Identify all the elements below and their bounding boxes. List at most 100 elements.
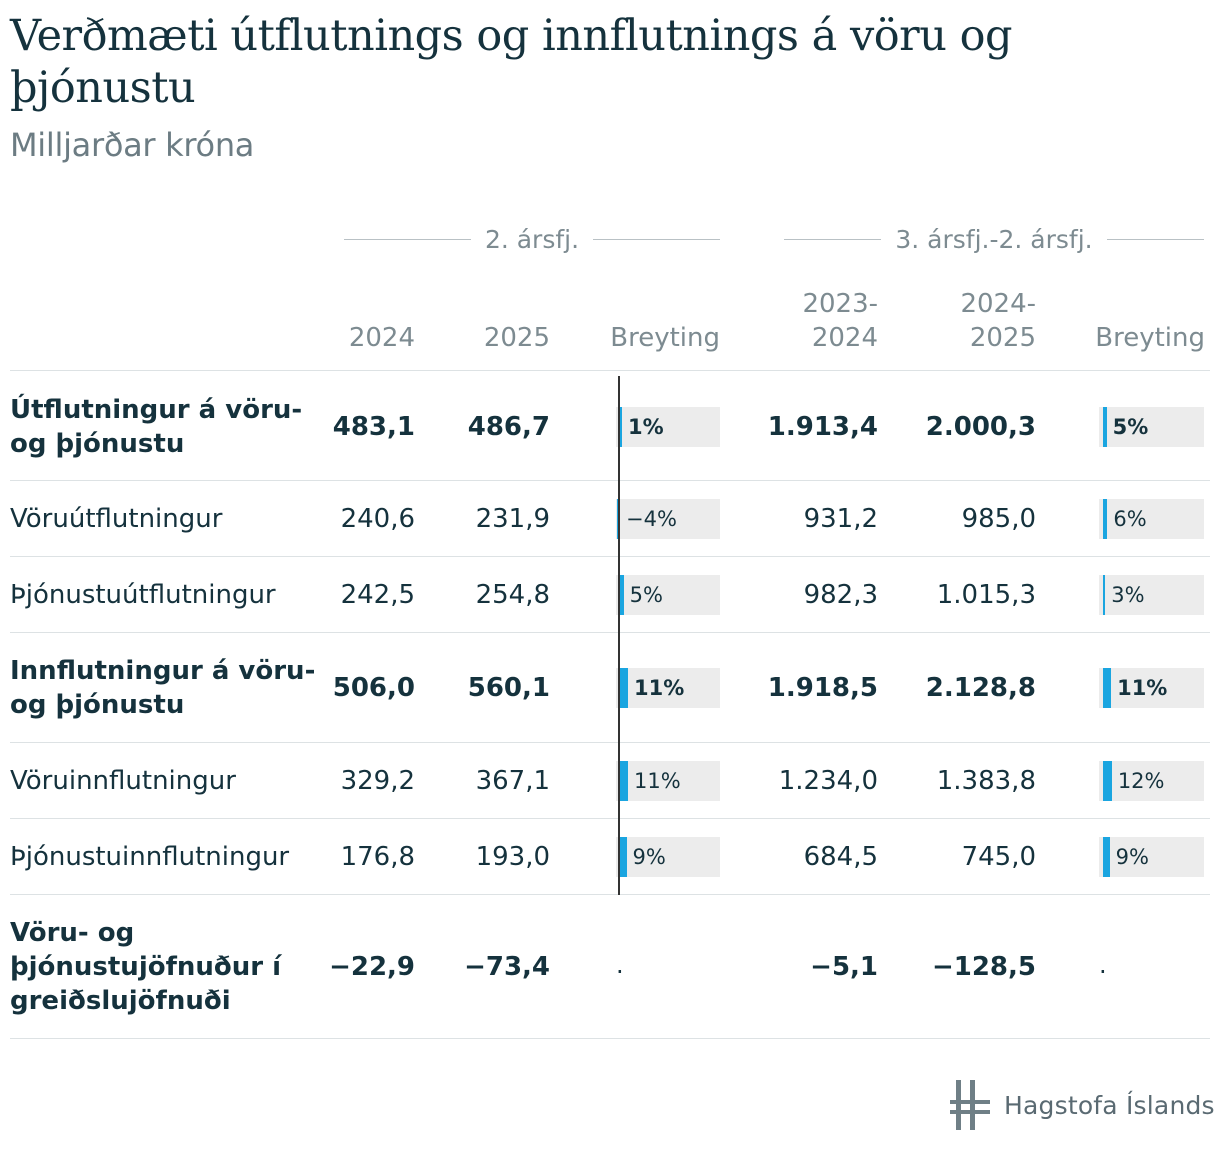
change-rolling-bar-fill [1103, 761, 1112, 801]
row-divider [10, 556, 1210, 557]
value-2025: 231,9 [475, 504, 550, 534]
change-q2-bar: −4% [616, 499, 720, 539]
row-label: Þjónustuinnflutningur [10, 840, 289, 874]
change-q2-bar-fill [620, 668, 628, 708]
no-change-dot: . [1099, 951, 1107, 979]
group-label-rolling: 3. ársfj.-2. ársfj. [895, 224, 1093, 254]
chart-subtitle: Milljarðar króna [10, 126, 255, 164]
row-label-line: Vöru- og [10, 918, 135, 948]
change-q2-label: 5% [629, 583, 663, 607]
row-label-line: Útflutningur á vöru- [10, 394, 303, 425]
value-2023-2024: 684,5 [803, 842, 878, 872]
value-2024-2025: 1.383,8 [936, 766, 1036, 796]
group-divider-line [344, 238, 471, 240]
value-2024: 506,0 [332, 673, 415, 703]
change-q2-bar-fill [620, 575, 624, 615]
row-label-line: Þjónustuútflutningur [10, 580, 276, 610]
col-header-change-rolling: Breyting [1095, 323, 1205, 353]
group-header-q2: 2. ársfj. [344, 222, 720, 256]
row-label-line: greiðslujöfnuði [10, 986, 231, 1016]
row-label-line: og þjónustu [10, 428, 185, 459]
hagstofa-logo-icon [950, 1080, 990, 1130]
row-divider [10, 818, 1210, 819]
change-rolling-label: 6% [1113, 507, 1147, 531]
col-header-2024: 2024 [348, 323, 415, 353]
change-q2-bar: 11% [616, 761, 720, 801]
change-rolling-label: 5% [1112, 414, 1149, 439]
change-q2-bar: 11% [616, 668, 720, 708]
value-2024-2025: 1.015,3 [936, 580, 1036, 610]
change-q2-bar: 5% [616, 575, 720, 615]
zero-axis-q2 [618, 376, 620, 895]
change-q2-bar-fill [620, 406, 622, 447]
row-label: Innflutningur á vöru-og þjónustu [10, 654, 315, 722]
change-rolling-label: 12% [1117, 769, 1165, 793]
row-divider [10, 742, 1210, 743]
value-2025: 560,1 [467, 673, 550, 703]
row-label: Vöru- og þjónustujöfnuður í greiðslujöfnuð… [10, 916, 281, 1018]
value-2024-2025: 745,0 [961, 842, 1036, 872]
value-2025: −73,4 [464, 952, 550, 982]
change-rolling-bar: 6% [1099, 499, 1204, 539]
row-divider [10, 1038, 1210, 1039]
value-2024-2025: 985,0 [961, 504, 1036, 534]
change-rolling-bar: 5% [1099, 406, 1204, 447]
value-2023-2024: 931,2 [803, 504, 878, 534]
value-2025: 486,7 [467, 411, 550, 442]
change-rolling-bar-fill [1103, 575, 1106, 615]
row-label-line: þjónustujöfnuður í [10, 952, 282, 982]
row-label-line: Þjónustuinnflutningur [10, 842, 290, 872]
change-q2-bar-fill [620, 761, 628, 801]
row-divider [10, 894, 1210, 895]
row-divider [10, 632, 1210, 633]
change-rolling-bar: 9% [1099, 837, 1204, 877]
value-2023-2024: 1.234,0 [778, 766, 878, 796]
value-2024: −22,9 [329, 952, 415, 982]
value-2023-2024: 982,3 [803, 580, 878, 610]
value-2025: 254,8 [475, 580, 550, 610]
change-rolling-bar: 11% [1099, 668, 1204, 708]
change-rolling-bar-fill [1103, 837, 1110, 877]
change-rolling-bar-fill [1103, 668, 1112, 708]
no-change-dot: . [616, 951, 624, 979]
value-2025: 193,0 [475, 842, 550, 872]
col-header-line: 2023- [802, 289, 878, 319]
col-header-line: 2025 [969, 323, 1036, 353]
chart-title: Verðmæti útflutnings og innflutnings á v… [10, 11, 1013, 113]
hagstofa-logo: Hagstofa Íslands [950, 1078, 1215, 1132]
change-q2-label: 11% [634, 769, 681, 793]
change-q2-label: 9% [632, 845, 666, 869]
col-header-2024-2025: 2024- 2025 [900, 287, 1036, 355]
group-divider-line [784, 238, 882, 240]
value-2024: 242,5 [340, 580, 415, 610]
row-label: Þjónustuútflutningur [10, 578, 276, 612]
row-label-line: Vöruinnflutningur [10, 766, 236, 796]
row-divider [10, 370, 1210, 371]
change-q2-label: 11% [634, 676, 685, 700]
change-q2-bar: 9% [616, 837, 720, 877]
change-q2-bar-fill [620, 837, 627, 877]
row-label-line: Vöruútflutningur [10, 504, 223, 534]
change-rolling-bar-fill [1103, 499, 1108, 539]
col-header-2023-2024: 2023- 2024 [740, 287, 878, 355]
value-2024: 483,1 [332, 411, 415, 442]
change-rolling-bar: 3% [1099, 575, 1204, 615]
group-divider-line [1106, 238, 1205, 240]
col-header-line: 2024 [811, 323, 878, 353]
change-rolling-label: 3% [1111, 583, 1145, 607]
group-divider-line [593, 238, 720, 240]
value-2023-2024: 1.918,5 [767, 673, 878, 703]
value-2024: 329,2 [340, 766, 415, 796]
change-rolling-bar-fill [1103, 406, 1107, 447]
value-2023-2024: 1.913,4 [767, 411, 878, 442]
value-2024-2025: 2.000,3 [925, 411, 1036, 442]
group-header-rolling: 3. ársfj.-2. ársfj. [784, 222, 1205, 256]
row-label-line: Innflutningur á vöru- [10, 656, 316, 686]
value-2024-2025: 2.128,8 [925, 673, 1036, 703]
row-divider [10, 480, 1210, 481]
col-header-line: 2024- [960, 289, 1036, 319]
value-2024-2025: −128,5 [931, 952, 1036, 982]
col-header-change-q2: Breyting [610, 323, 720, 353]
change-q2-bar: 1% [616, 406, 720, 447]
row-label: Vöruinnflutningur [10, 764, 236, 798]
